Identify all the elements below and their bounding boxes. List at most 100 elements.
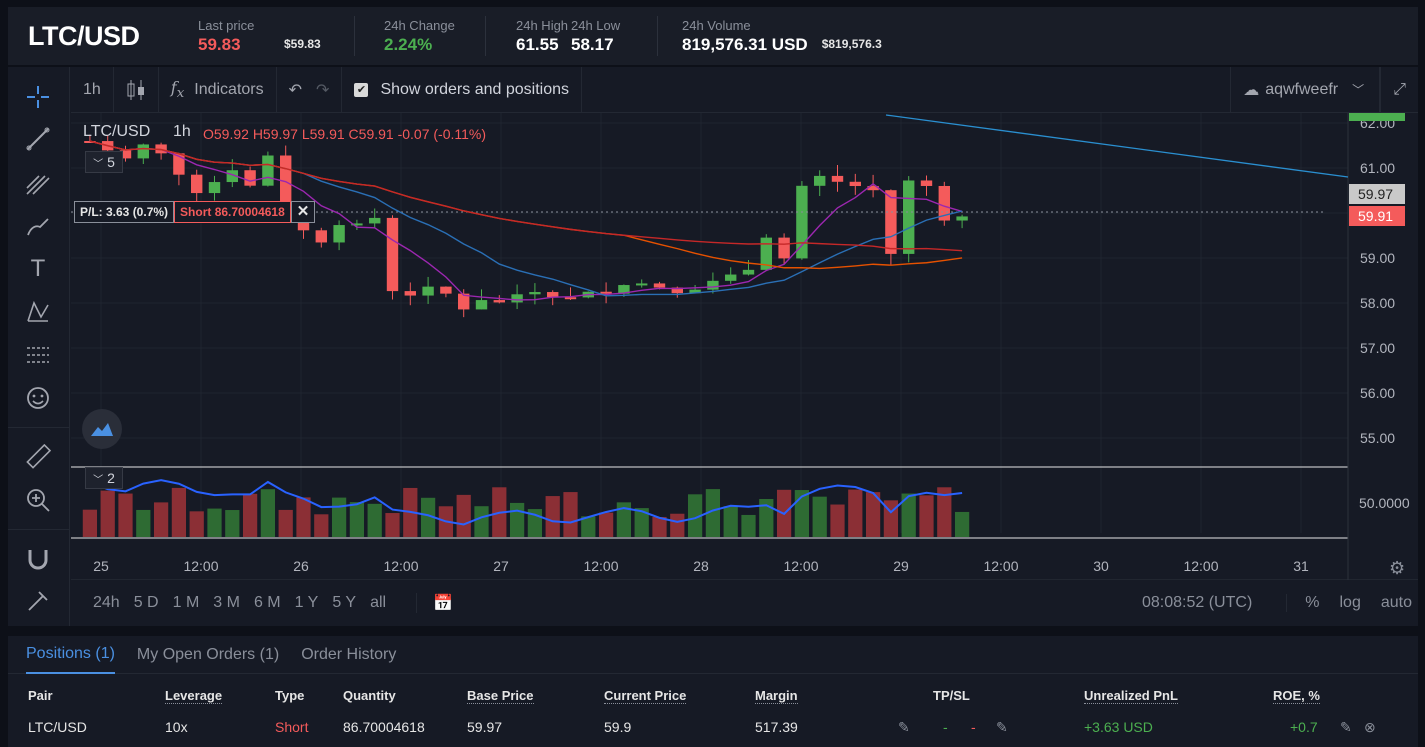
trendline-icon[interactable] bbox=[24, 125, 52, 153]
log-scale[interactable]: log bbox=[1339, 594, 1361, 611]
tab-order-history[interactable]: Order History bbox=[301, 645, 397, 663]
range-5y[interactable]: 5 Y bbox=[332, 594, 357, 611]
pl-label: P/L: 3.63 (0.7%) bbox=[74, 201, 175, 223]
fullscreen-icon[interactable]: ⤢ bbox=[1380, 66, 1418, 113]
candle-body bbox=[903, 180, 915, 254]
volume-bar bbox=[759, 498, 774, 537]
candle-body bbox=[600, 291, 612, 294]
axis-labels: 62.0061.0059.0058.0057.0056.0055.0050.00… bbox=[93, 113, 1410, 578]
volume-bar bbox=[100, 490, 115, 537]
checkbox-icon[interactable]: ✔ bbox=[354, 82, 369, 97]
show-orders-toggle[interactable]: ✔ Show orders and positions bbox=[342, 66, 582, 113]
volume-bar bbox=[687, 494, 703, 537]
edit-icon[interactable]: ✎ bbox=[996, 719, 1008, 735]
candle-body bbox=[208, 182, 221, 194]
range-5d[interactable]: 5 D bbox=[133, 594, 159, 611]
tradingview-logo-icon[interactable] bbox=[82, 409, 122, 449]
volume-bar bbox=[296, 497, 311, 537]
candle-body bbox=[511, 294, 523, 303]
candle-type-icon[interactable] bbox=[114, 66, 159, 113]
zoom-in-icon[interactable] bbox=[24, 486, 52, 514]
candle-body bbox=[280, 155, 292, 215]
col-type: Type bbox=[275, 688, 305, 703]
edit-icon[interactable]: ✎ bbox=[898, 719, 910, 735]
last-price-stat: Last price 59.83 bbox=[198, 16, 270, 56]
price-tick: 57.00 bbox=[1360, 340, 1395, 356]
trading-chart: T 1h fx Indicators ↶ ↷ ✔ Show orders and… bbox=[8, 66, 1418, 626]
time-tick: 12:00 bbox=[383, 558, 418, 574]
volume-bar bbox=[794, 490, 810, 537]
volume-bar bbox=[225, 510, 240, 537]
range-bar: 24h 5 D 1 M 3 M 6 M 1 Y 5 Y all 📅 08:08:… bbox=[71, 580, 1418, 626]
high-stat: 24h High 61.55 bbox=[486, 16, 569, 56]
volume-bar bbox=[242, 493, 258, 537]
price-tag-red bbox=[1349, 206, 1405, 226]
legend-symbol: LTC/USD bbox=[83, 123, 151, 140]
close-position-icon[interactable]: ⊗ bbox=[1364, 719, 1376, 735]
row-type: Short bbox=[275, 719, 309, 735]
smiley-icon[interactable] bbox=[24, 384, 52, 412]
auto-scale[interactable]: auto bbox=[1380, 594, 1412, 611]
volume-bar bbox=[670, 513, 685, 537]
close-icon[interactable]: ✕ bbox=[290, 201, 316, 223]
redo-icon[interactable]: ↷ bbox=[316, 81, 330, 99]
volume-bar bbox=[82, 509, 98, 537]
magnet-icon[interactable] bbox=[24, 545, 52, 573]
brush-icon[interactable] bbox=[24, 212, 52, 240]
volume-bar bbox=[171, 487, 187, 537]
interval-button[interactable]: 1h bbox=[71, 66, 114, 113]
utc-clock[interactable]: 08:08:52 (UTC) bbox=[1142, 594, 1253, 611]
candle-body bbox=[244, 170, 256, 186]
prediction-icon[interactable] bbox=[24, 341, 52, 369]
price-tick: 56.00 bbox=[1360, 385, 1395, 401]
col-tpsl: TP/SL bbox=[933, 688, 970, 703]
tab-open-orders[interactable]: My Open Orders (1) bbox=[136, 645, 280, 663]
range-1y[interactable]: 1 Y bbox=[294, 594, 319, 611]
time-tick: 12:00 bbox=[983, 558, 1018, 574]
price-plot[interactable]: 62.0061.0059.0058.0057.0056.0055.0050.00… bbox=[71, 113, 1418, 580]
price-tag-top bbox=[1349, 113, 1405, 121]
account-name: aqwfweefr bbox=[1265, 80, 1339, 98]
study-count: 2 bbox=[107, 470, 115, 486]
price-tag-grey bbox=[1349, 184, 1405, 204]
edit-icon[interactable]: ✎ bbox=[1340, 719, 1352, 735]
candle-body bbox=[956, 216, 968, 221]
range-1m[interactable]: 1 M bbox=[172, 594, 200, 611]
time-tick: 30 bbox=[1093, 558, 1109, 574]
range-all[interactable]: all bbox=[370, 594, 387, 611]
range-24h[interactable]: 24h bbox=[93, 594, 120, 611]
lock-drawings-icon[interactable] bbox=[24, 587, 52, 615]
time-tick: 12:00 bbox=[783, 558, 818, 574]
candle-body bbox=[333, 225, 345, 243]
chart-topbar: 1h fx Indicators ↶ ↷ ✔ Show orders and p… bbox=[71, 66, 1418, 113]
last-price-label: Last price bbox=[198, 17, 255, 33]
col-pair: Pair bbox=[28, 688, 53, 703]
collapse-sub-pane[interactable]: ﹀ 2 bbox=[85, 467, 123, 489]
tab-positions[interactable]: Positions (1) bbox=[26, 636, 115, 674]
text-tool-icon[interactable]: T bbox=[30, 255, 46, 282]
crosshair-icon[interactable] bbox=[24, 83, 52, 111]
collapse-main-pane[interactable]: ﹀ 5 bbox=[85, 151, 123, 173]
chevron-down-icon: ﹀ bbox=[1352, 83, 1365, 97]
position-tag[interactable]: P/L: 3.63 (0.7%) Short 86.70004618 ✕ bbox=[74, 201, 316, 223]
percent-scale[interactable]: % bbox=[1286, 594, 1320, 612]
col-quantity: Quantity bbox=[343, 688, 396, 703]
volume-bars bbox=[82, 487, 970, 537]
volume-usd: $819,576.3 bbox=[821, 37, 882, 51]
volume-bar bbox=[848, 489, 863, 537]
candle-body bbox=[351, 223, 363, 226]
row-base: 59.97 bbox=[467, 719, 503, 735]
range-3m[interactable]: 3 M bbox=[213, 594, 240, 611]
volume-bar bbox=[456, 494, 471, 537]
fib-tools-icon[interactable] bbox=[24, 169, 52, 197]
ruler-icon[interactable] bbox=[24, 443, 52, 471]
row-current: 59.9 bbox=[604, 719, 632, 735]
indicators-button[interactable]: fx Indicators bbox=[159, 66, 277, 113]
pattern-icon[interactable] bbox=[24, 298, 52, 326]
calendar-icon[interactable]: 📅 bbox=[416, 593, 453, 613]
price-tag-red-text: 59.91 bbox=[1358, 208, 1393, 224]
study-count: 5 bbox=[107, 154, 115, 170]
account-selector[interactable]: ☁ aqwfweefr ﹀ bbox=[1230, 66, 1381, 113]
undo-icon[interactable]: ↶ bbox=[288, 81, 303, 99]
range-6m[interactable]: 6 M bbox=[253, 594, 281, 611]
